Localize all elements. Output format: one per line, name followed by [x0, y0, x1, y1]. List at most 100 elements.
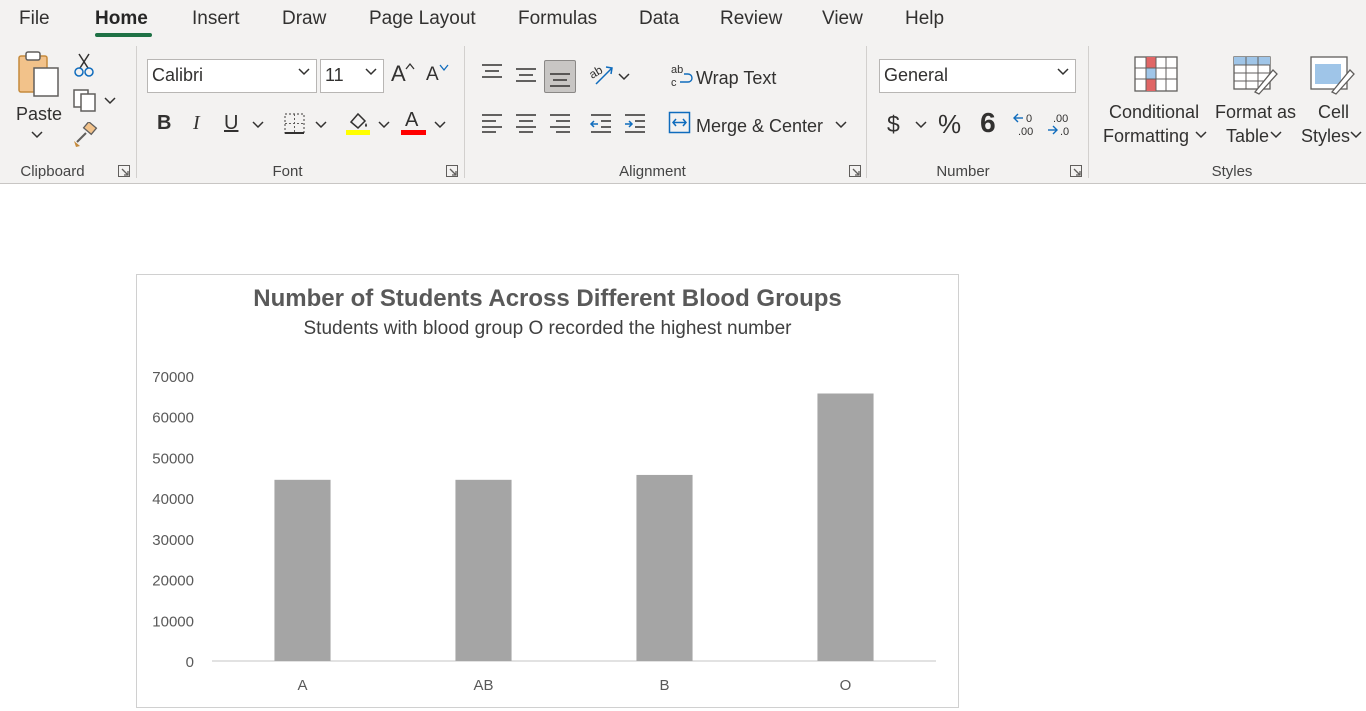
bar-a[interactable] — [274, 479, 331, 661]
align-bottom-icon — [550, 73, 570, 87]
tab-review[interactable]: Review — [720, 8, 783, 29]
paste-button[interactable]: Paste — [16, 104, 63, 124]
number-format-box[interactable]: General — [879, 59, 1076, 93]
chevron-down-icon — [298, 68, 310, 76]
merge-center-icon[interactable] — [668, 111, 692, 135]
chart-title[interactable]: Number of Students Across Different Bloo… — [253, 285, 842, 312]
alignment-launcher-icon[interactable] — [849, 165, 861, 177]
orientation-icon[interactable]: ab — [588, 62, 616, 88]
wrap-text-icon[interactable]: ab c — [670, 63, 694, 89]
align-middle-icon[interactable] — [514, 66, 538, 86]
chevron-down-icon — [365, 68, 377, 76]
chevron-down-icon[interactable] — [1195, 131, 1207, 139]
tab-page-layout[interactable]: Page Layout — [369, 8, 476, 29]
tab-file[interactable]: File — [19, 8, 50, 29]
conditional-formatting-label-2[interactable]: Formatting — [1103, 126, 1190, 146]
font-name-box[interactable]: Calibri — [147, 59, 317, 93]
bar-o[interactable] — [817, 393, 874, 661]
tab-draw[interactable]: Draw — [282, 8, 327, 29]
align-right-icon[interactable] — [548, 113, 572, 133]
x-tick-label: O — [840, 677, 852, 694]
tab-view[interactable]: View — [822, 8, 863, 29]
conditional-formatting-icon[interactable] — [1134, 56, 1178, 92]
separator — [1088, 46, 1089, 178]
paste-icon[interactable] — [16, 50, 62, 98]
tab-formulas[interactable]: Formulas — [518, 8, 598, 29]
font-name-value: Calibri — [152, 65, 204, 85]
orientation-dropdown-icon[interactable] — [618, 73, 630, 81]
bold-button[interactable]: B — [157, 112, 172, 134]
plot-area[interactable]: 0 10000 20000 30000 40000 50000 60000 70000 A AB B… — [137, 275, 958, 707]
tab-data[interactable]: Data — [639, 8, 680, 29]
y-tick-label: 40000 — [152, 491, 194, 508]
svg-text:c: c — [671, 77, 677, 89]
y-tick-label: 20000 — [152, 573, 194, 590]
svg-text:.00: .00 — [1053, 113, 1068, 125]
cell-styles-label-2[interactable]: Styles — [1301, 126, 1351, 146]
font-launcher-icon[interactable] — [446, 165, 458, 177]
font-size-value: 11 — [325, 65, 344, 85]
clipboard-launcher-icon[interactable] — [118, 165, 130, 177]
svg-text:ab: ab — [671, 64, 683, 76]
font-color-button[interactable]: A — [405, 109, 419, 131]
caret-up-icon — [405, 62, 415, 70]
align-bottom-button[interactable] — [544, 60, 576, 93]
copy-icon[interactable] — [72, 88, 98, 112]
cut-icon[interactable] — [74, 52, 94, 78]
wrap-text-button[interactable]: Wrap Text — [696, 68, 777, 88]
x-tick-label: B — [659, 677, 669, 694]
format-painter-icon[interactable] — [72, 122, 98, 148]
merge-center-button[interactable]: Merge & Center — [696, 116, 824, 136]
italic-button[interactable]: I — [193, 112, 200, 134]
tab-help[interactable]: Help — [905, 8, 945, 29]
conditional-formatting-label[interactable]: Conditional — [1109, 102, 1200, 122]
y-tick-label: 70000 — [152, 369, 194, 386]
cell-styles-label[interactable]: Cell — [1318, 102, 1350, 122]
bar-ab[interactable] — [455, 479, 512, 661]
chart[interactable]: Number of Students Across Different Bloo… — [136, 274, 959, 708]
font-color-dropdown-icon[interactable] — [434, 121, 446, 129]
tab-insert[interactable]: Insert — [192, 8, 240, 29]
borders-icon[interactable] — [283, 112, 307, 136]
bar-b[interactable] — [636, 474, 693, 661]
tab-home[interactable]: Home — [95, 8, 148, 29]
increase-indent-icon[interactable] — [623, 113, 647, 133]
chevron-down-icon[interactable] — [1350, 131, 1362, 139]
align-left-icon[interactable] — [480, 113, 504, 133]
decrease-indent-icon[interactable] — [589, 113, 613, 133]
paste-dropdown-icon[interactable] — [31, 131, 43, 139]
align-center-icon[interactable] — [514, 113, 538, 133]
y-tick-label: 10000 — [152, 613, 194, 630]
underline-button[interactable]: U — [224, 112, 239, 134]
merge-dropdown-icon[interactable] — [835, 121, 847, 129]
chevron-down-icon[interactable] — [1270, 131, 1282, 139]
underline-dropdown-icon[interactable] — [252, 121, 264, 129]
chart-subtitle[interactable]: Students with blood group O recorded the… — [303, 318, 792, 339]
format-as-table-label[interactable]: Format as — [1215, 102, 1297, 122]
format-as-table-icon[interactable] — [1233, 56, 1279, 96]
y-tick-label: 30000 — [152, 532, 194, 549]
decrease-decimal-icon[interactable]: .00 .0 — [1047, 111, 1073, 137]
increase-decimal-icon[interactable]: 0 .00 — [1013, 111, 1039, 137]
caret-down-icon — [439, 64, 449, 72]
copy-dropdown-icon[interactable] — [104, 97, 116, 105]
percent-button[interactable]: % — [938, 109, 962, 139]
align-top-icon[interactable] — [480, 62, 504, 82]
currency-button[interactable]: $ — [887, 111, 900, 137]
y-tick-label: 60000 — [152, 410, 194, 427]
font-color-swatch — [401, 130, 426, 135]
grow-font-button[interactable]: A — [391, 61, 406, 86]
currency-dropdown-icon[interactable] — [915, 121, 927, 129]
shrink-font-button[interactable]: A — [426, 64, 439, 85]
font-size-box[interactable]: 11 — [320, 59, 384, 93]
active-tab-indicator — [95, 33, 152, 37]
format-as-table-label-2[interactable]: Table — [1226, 126, 1270, 146]
svg-text:0: 0 — [1026, 113, 1032, 125]
comma-style-button[interactable]: 9 — [980, 107, 996, 138]
borders-dropdown-icon[interactable] — [315, 121, 327, 129]
fill-color-icon[interactable] — [345, 110, 371, 136]
cell-styles-icon[interactable] — [1310, 56, 1356, 96]
fill-color-dropdown-icon[interactable] — [378, 121, 390, 129]
number-launcher-icon[interactable] — [1070, 165, 1082, 177]
separator — [866, 46, 867, 178]
